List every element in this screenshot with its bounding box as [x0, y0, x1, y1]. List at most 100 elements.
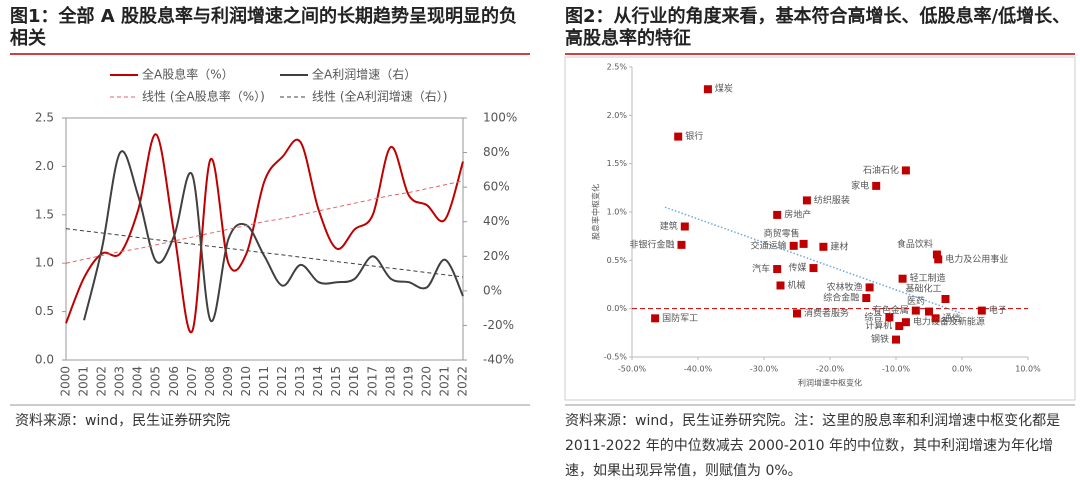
- point-label: 基础化工: [905, 283, 941, 295]
- point: [898, 274, 907, 283]
- y-tick-label: -0.5%: [604, 353, 628, 362]
- panel-frame: [564, 56, 1076, 401]
- point-label: 钢铁: [871, 333, 889, 345]
- point-label: 电力及公用事业: [945, 253, 1008, 265]
- point-label: 综合金融: [823, 292, 859, 304]
- point-label: 家电: [851, 179, 869, 191]
- x-tick-label: 2008: [203, 366, 217, 397]
- x-tick-label: 2006: [167, 366, 181, 397]
- y2-tick-label: 40%: [483, 214, 510, 228]
- x-tick-label: -10.0%: [882, 365, 911, 374]
- y-tick-label: 2.5: [35, 111, 54, 125]
- point: [885, 313, 894, 322]
- point: [925, 307, 933, 316]
- x-tick-label: 2022: [456, 366, 470, 397]
- point-label: 机械: [788, 279, 806, 291]
- point: [677, 240, 686, 249]
- x-tick-label: 2019: [401, 366, 415, 397]
- x-tick-label: -40.0%: [684, 365, 713, 374]
- x-axis-label: 利润增速中枢变化: [798, 378, 862, 388]
- series-line: [65, 180, 464, 264]
- legend-label: 全A利润增速（右）: [312, 67, 416, 82]
- point: [865, 283, 874, 292]
- point-label: 建材: [830, 240, 848, 252]
- point-label: 通信: [943, 312, 961, 324]
- point-label: 有色金属: [873, 304, 909, 316]
- point-label: 交通运输: [751, 239, 787, 251]
- legend-label: 线性 (全A利润增速（右）): [312, 89, 447, 104]
- y-tick-label: 2.5%: [607, 63, 628, 72]
- y-tick-label: 0.5: [35, 304, 54, 318]
- x-tick-label: 2005: [149, 366, 163, 397]
- point-label: 汽车: [752, 263, 770, 275]
- legend-label: 线性 (全A股息率（%）): [142, 89, 265, 104]
- y-tick-label: 1.0%: [607, 208, 628, 217]
- y-tick-label: 2.0: [35, 159, 54, 173]
- point-label: 农林牧渔: [827, 281, 863, 293]
- point: [819, 242, 828, 251]
- point: [901, 318, 910, 327]
- point-label: 非银行金融: [629, 238, 674, 250]
- point: [802, 196, 811, 205]
- chart-title: 图2：从行业的角度来看，基本符合高增长、低股息率/低增长、高股息率的特征: [565, 6, 1071, 49]
- y2-tick-label: -20%: [483, 318, 514, 332]
- point: [773, 265, 782, 274]
- x-tick-label: 2018: [383, 366, 397, 397]
- point: [892, 335, 900, 344]
- point: [799, 239, 808, 248]
- point-label: 综合: [864, 311, 882, 323]
- point-label: 轻工制造: [910, 272, 946, 284]
- y-axis-label: 股息率中枢变化: [591, 184, 601, 240]
- point-label: 传媒: [788, 262, 806, 274]
- point: [651, 314, 660, 323]
- y-tick-label: 1.5: [35, 207, 54, 221]
- point: [931, 314, 940, 323]
- point: [872, 181, 881, 190]
- point: [789, 241, 798, 250]
- x-tick-label: 2011: [257, 366, 271, 397]
- point: [895, 322, 904, 331]
- point: [674, 132, 683, 141]
- x-tick-label: 2009: [221, 366, 235, 397]
- y2-tick-label: -40%: [483, 353, 514, 367]
- x-tick-label: -50.0%: [618, 365, 647, 374]
- point: [932, 250, 941, 259]
- y-tick-label: 0.5%: [607, 256, 628, 265]
- point: [911, 306, 920, 315]
- point: [776, 281, 785, 290]
- point-label: 石油石化: [863, 164, 899, 176]
- point-label: 商贸零售: [764, 227, 800, 239]
- x-tick-label: 2021: [437, 366, 451, 397]
- plot-frame: [65, 117, 464, 361]
- x-tick-label: 2001: [77, 366, 91, 397]
- x-tick-label: 0.0%: [952, 365, 973, 374]
- x-tick-label: 2012: [275, 366, 289, 397]
- source-note: 资料来源：wind，民生证券研究院。注：这里的股息率和利润增速中枢变化都是 20…: [565, 413, 1061, 479]
- y2-tick-label: 60%: [483, 180, 510, 194]
- source-note: 资料来源：wind，民生证券研究院: [15, 413, 231, 429]
- y2-tick-label: 100%: [483, 111, 517, 125]
- point: [703, 85, 712, 94]
- series-line: [83, 150, 464, 323]
- point-label: 建筑: [660, 220, 678, 232]
- y2-tick-label: 0%: [483, 283, 502, 297]
- y2-tick-label: 80%: [483, 145, 510, 159]
- point-label: 医药: [907, 296, 925, 307]
- point-label: 房地产: [784, 208, 811, 220]
- y2-tick-label: 20%: [483, 249, 510, 263]
- point-label: 消费者服务: [804, 307, 849, 319]
- chart-title: 图1：全部 A 股股息率与利润增速之间的长期趋势呈现明显的负相关: [10, 6, 517, 49]
- point-label: 计算机: [865, 320, 892, 332]
- point: [773, 210, 782, 219]
- y-tick-label: 1.0: [35, 256, 54, 270]
- point-label: 煤炭: [715, 83, 733, 95]
- point: [934, 255, 943, 264]
- point: [809, 264, 818, 273]
- point-label: 纺织服装: [814, 194, 850, 206]
- y-tick-label: 1.5%: [607, 159, 628, 168]
- x-tick-label: 2000: [59, 366, 73, 397]
- x-tick-label: 2010: [239, 366, 253, 397]
- point-label: 食品饮料: [897, 238, 933, 250]
- series-line: [65, 133, 464, 334]
